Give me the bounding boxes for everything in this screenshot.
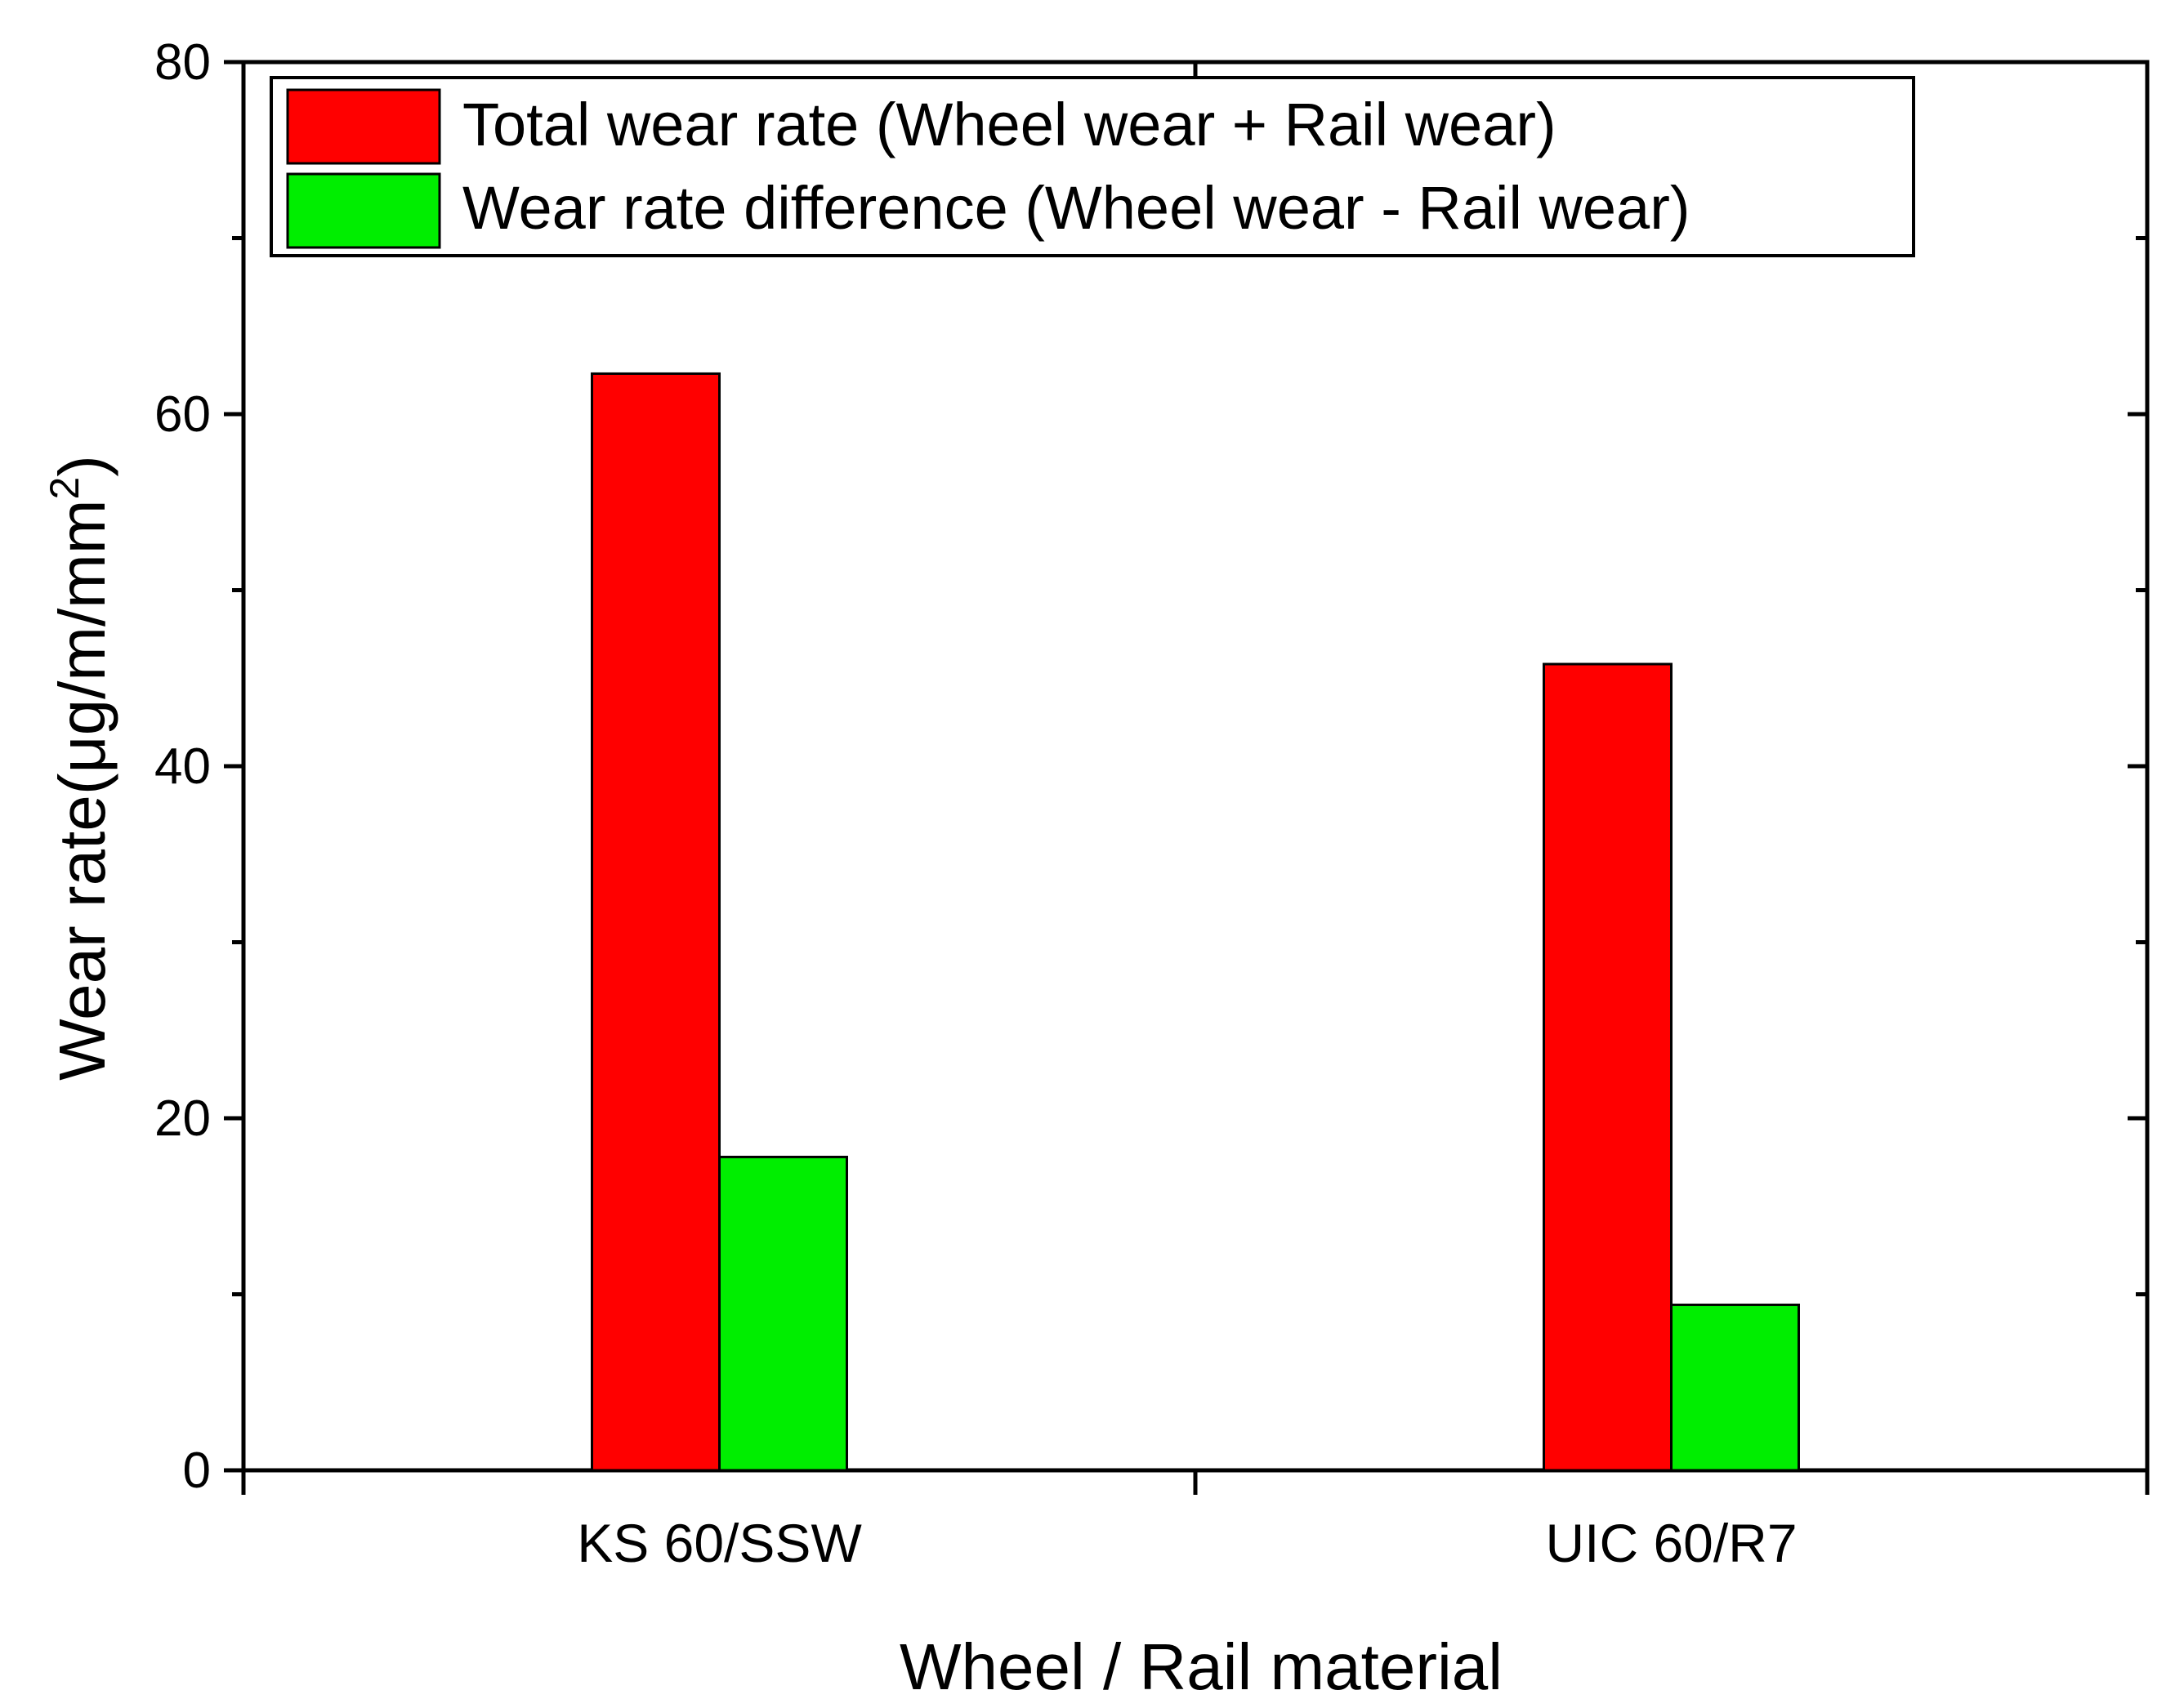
y-tick-label: 40	[154, 738, 211, 795]
y-axis-tick-labels: 0 20 40 60 80	[154, 34, 211, 1499]
bar-wear-rate-difference-1	[718, 1155, 848, 1472]
legend-swatch-wear-rate-difference	[286, 172, 441, 249]
y-tick-label: 60	[154, 386, 211, 443]
x-axis-title: Wheel / Rail material	[900, 1630, 1503, 1703]
legend-label-total-wear-rate: Total wear rate (Wheel wear + Rail wear)	[462, 91, 1556, 158]
legend: Total wear rate (Wheel wear + Rail wear)…	[270, 76, 1915, 257]
y-axis-title-superscript: 2	[42, 477, 87, 500]
y-axis-ticks	[224, 60, 2147, 1473]
bars	[591, 372, 1800, 1472]
legend-label-wear-rate-difference: Wear rate difference (Wheel wear - Rail …	[462, 174, 1690, 242]
plot-border	[241, 60, 2150, 1473]
plot-frame	[241, 60, 2150, 1473]
y-axis-title-close: )	[46, 455, 118, 477]
x-category-label: KS 60/SSW	[577, 1513, 862, 1573]
legend-swatch-total-wear-rate	[286, 88, 441, 165]
x-category-label: UIC 60/R7	[1545, 1513, 1797, 1573]
bar-total-wear-rate-1	[591, 372, 721, 1472]
x-axis-ticks	[241, 62, 2150, 1495]
y-axis-title: Wear rate(μg/m/mm2)	[42, 455, 118, 1081]
y-tick-label: 80	[154, 34, 211, 91]
y-axis-title-main: Wear rate(μg/m/mm	[46, 500, 118, 1081]
y-tick-label: 0	[183, 1443, 211, 1499]
bar-total-wear-rate-2	[1543, 662, 1673, 1472]
x-axis-category-labels: KS 60/SSW UIC 60/R7	[577, 1513, 1797, 1573]
bar-wear-rate-difference-2	[1670, 1303, 1800, 1472]
legend-box	[270, 76, 1915, 257]
y-tick-label: 20	[154, 1090, 211, 1147]
